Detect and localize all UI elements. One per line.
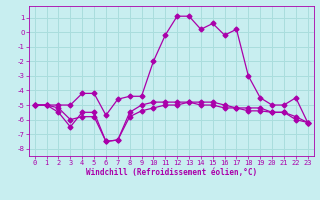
X-axis label: Windchill (Refroidissement éolien,°C): Windchill (Refroidissement éolien,°C) (86, 168, 257, 177)
